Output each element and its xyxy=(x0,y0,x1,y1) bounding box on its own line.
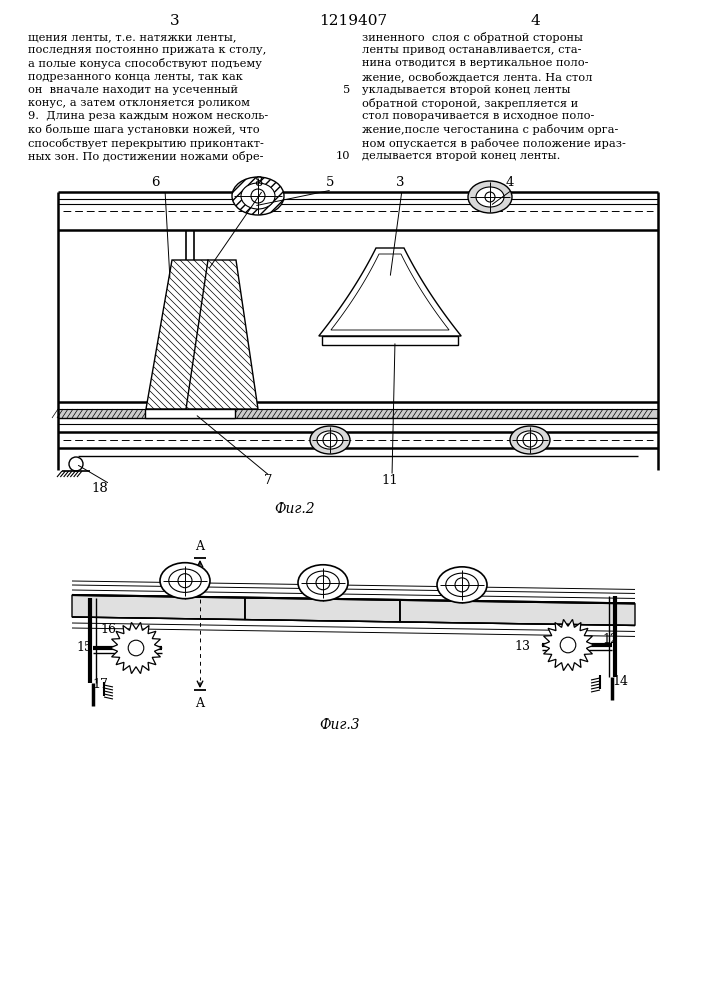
Ellipse shape xyxy=(317,431,343,449)
Ellipse shape xyxy=(241,183,275,209)
Text: 18: 18 xyxy=(92,482,108,494)
Circle shape xyxy=(560,637,575,653)
Text: нина отводится в вертикальное поло-: нина отводится в вертикальное поло- xyxy=(362,58,588,68)
Bar xyxy=(58,409,658,418)
Ellipse shape xyxy=(445,573,478,597)
Ellipse shape xyxy=(476,187,504,207)
Polygon shape xyxy=(319,248,461,336)
Text: 17: 17 xyxy=(92,678,108,691)
Text: укладывается второй конец ленты: укладывается второй конец ленты xyxy=(362,85,571,95)
Ellipse shape xyxy=(307,571,339,594)
Text: 5: 5 xyxy=(343,85,350,95)
Ellipse shape xyxy=(510,426,550,454)
Text: жение, освобождается лента. На стол: жение, освобождается лента. На стол xyxy=(362,72,592,82)
Text: ленты привод останавливается, ста-: ленты привод останавливается, ста- xyxy=(362,45,581,55)
Text: подрезанного конца ленты, так как: подрезанного конца ленты, так как xyxy=(28,72,243,82)
Ellipse shape xyxy=(517,431,543,449)
Ellipse shape xyxy=(232,177,284,215)
Text: 13: 13 xyxy=(514,640,530,653)
Text: 1219407: 1219407 xyxy=(319,14,387,28)
Bar xyxy=(322,336,458,345)
Text: способствует перекрытию приконтакт-: способствует перекрытию приконтакт- xyxy=(28,138,264,149)
Circle shape xyxy=(178,574,192,588)
Text: обратной стороной, закрепляется и: обратной стороной, закрепляется и xyxy=(362,98,578,109)
Text: 15: 15 xyxy=(76,641,92,654)
Ellipse shape xyxy=(437,567,487,603)
Text: 3: 3 xyxy=(396,176,404,188)
Circle shape xyxy=(523,433,537,447)
Circle shape xyxy=(316,576,330,590)
Text: 14: 14 xyxy=(612,675,628,688)
Text: а полые конуса способствуют подъему: а полые конуса способствуют подъему xyxy=(28,58,262,69)
Text: ко больше шага установки ножей, что: ко больше шага установки ножей, что xyxy=(28,124,259,135)
Text: делывается второй конец ленты.: делывается второй конец ленты. xyxy=(362,151,561,161)
Bar xyxy=(145,409,235,418)
Text: 7: 7 xyxy=(264,474,272,487)
Text: A: A xyxy=(196,697,204,710)
Text: ном опускается в рабочее положение ираз-: ном опускается в рабочее положение ираз- xyxy=(362,138,626,149)
Circle shape xyxy=(251,189,265,203)
Polygon shape xyxy=(72,595,245,620)
Polygon shape xyxy=(110,622,162,674)
Polygon shape xyxy=(186,260,258,409)
Text: 16: 16 xyxy=(100,623,116,636)
Text: 4: 4 xyxy=(530,14,540,28)
Text: 12: 12 xyxy=(602,633,618,646)
Text: ных зон. По достижении ножами обре-: ных зон. По достижении ножами обре- xyxy=(28,151,264,162)
Circle shape xyxy=(128,640,144,656)
Polygon shape xyxy=(146,260,234,409)
Text: зиненного  слоя с обратной стороны: зиненного слоя с обратной стороны xyxy=(362,32,583,43)
Text: 6: 6 xyxy=(151,176,159,188)
Circle shape xyxy=(323,433,337,447)
Circle shape xyxy=(455,578,469,592)
Text: последняя постоянно прижата к столу,: последняя постоянно прижата к столу, xyxy=(28,45,267,55)
Text: 4: 4 xyxy=(506,176,514,188)
Ellipse shape xyxy=(468,181,512,213)
Text: A: A xyxy=(196,540,204,553)
Text: Фиг.3: Фиг.3 xyxy=(320,718,361,732)
Text: 5: 5 xyxy=(326,176,334,188)
Text: 9.  Длина реза каждым ножом несколь-: 9. Длина реза каждым ножом несколь- xyxy=(28,111,268,121)
Text: 3: 3 xyxy=(170,14,180,28)
Text: он  вначале находит на усеченный: он вначале находит на усеченный xyxy=(28,85,238,95)
Text: Фиг.2: Фиг.2 xyxy=(275,502,315,516)
Text: 11: 11 xyxy=(382,474,398,487)
Polygon shape xyxy=(245,598,400,622)
Text: 8: 8 xyxy=(254,176,262,188)
Polygon shape xyxy=(331,254,449,330)
Text: 10: 10 xyxy=(336,151,350,161)
Ellipse shape xyxy=(298,565,348,601)
Ellipse shape xyxy=(160,563,210,599)
Text: стол поворачивается в исходное поло-: стол поворачивается в исходное поло- xyxy=(362,111,595,121)
Ellipse shape xyxy=(169,569,201,592)
Circle shape xyxy=(485,192,495,202)
Text: щения ленты, т.е. натяжки ленты,: щения ленты, т.е. натяжки ленты, xyxy=(28,32,237,42)
Polygon shape xyxy=(400,600,635,625)
Ellipse shape xyxy=(310,426,350,454)
Text: конус, а затем отклоняется роликом: конус, а затем отклоняется роликом xyxy=(28,98,250,108)
Text: жение,после чегостанина с рабочим орга-: жение,после чегостанина с рабочим орга- xyxy=(362,124,619,135)
Polygon shape xyxy=(542,619,594,671)
